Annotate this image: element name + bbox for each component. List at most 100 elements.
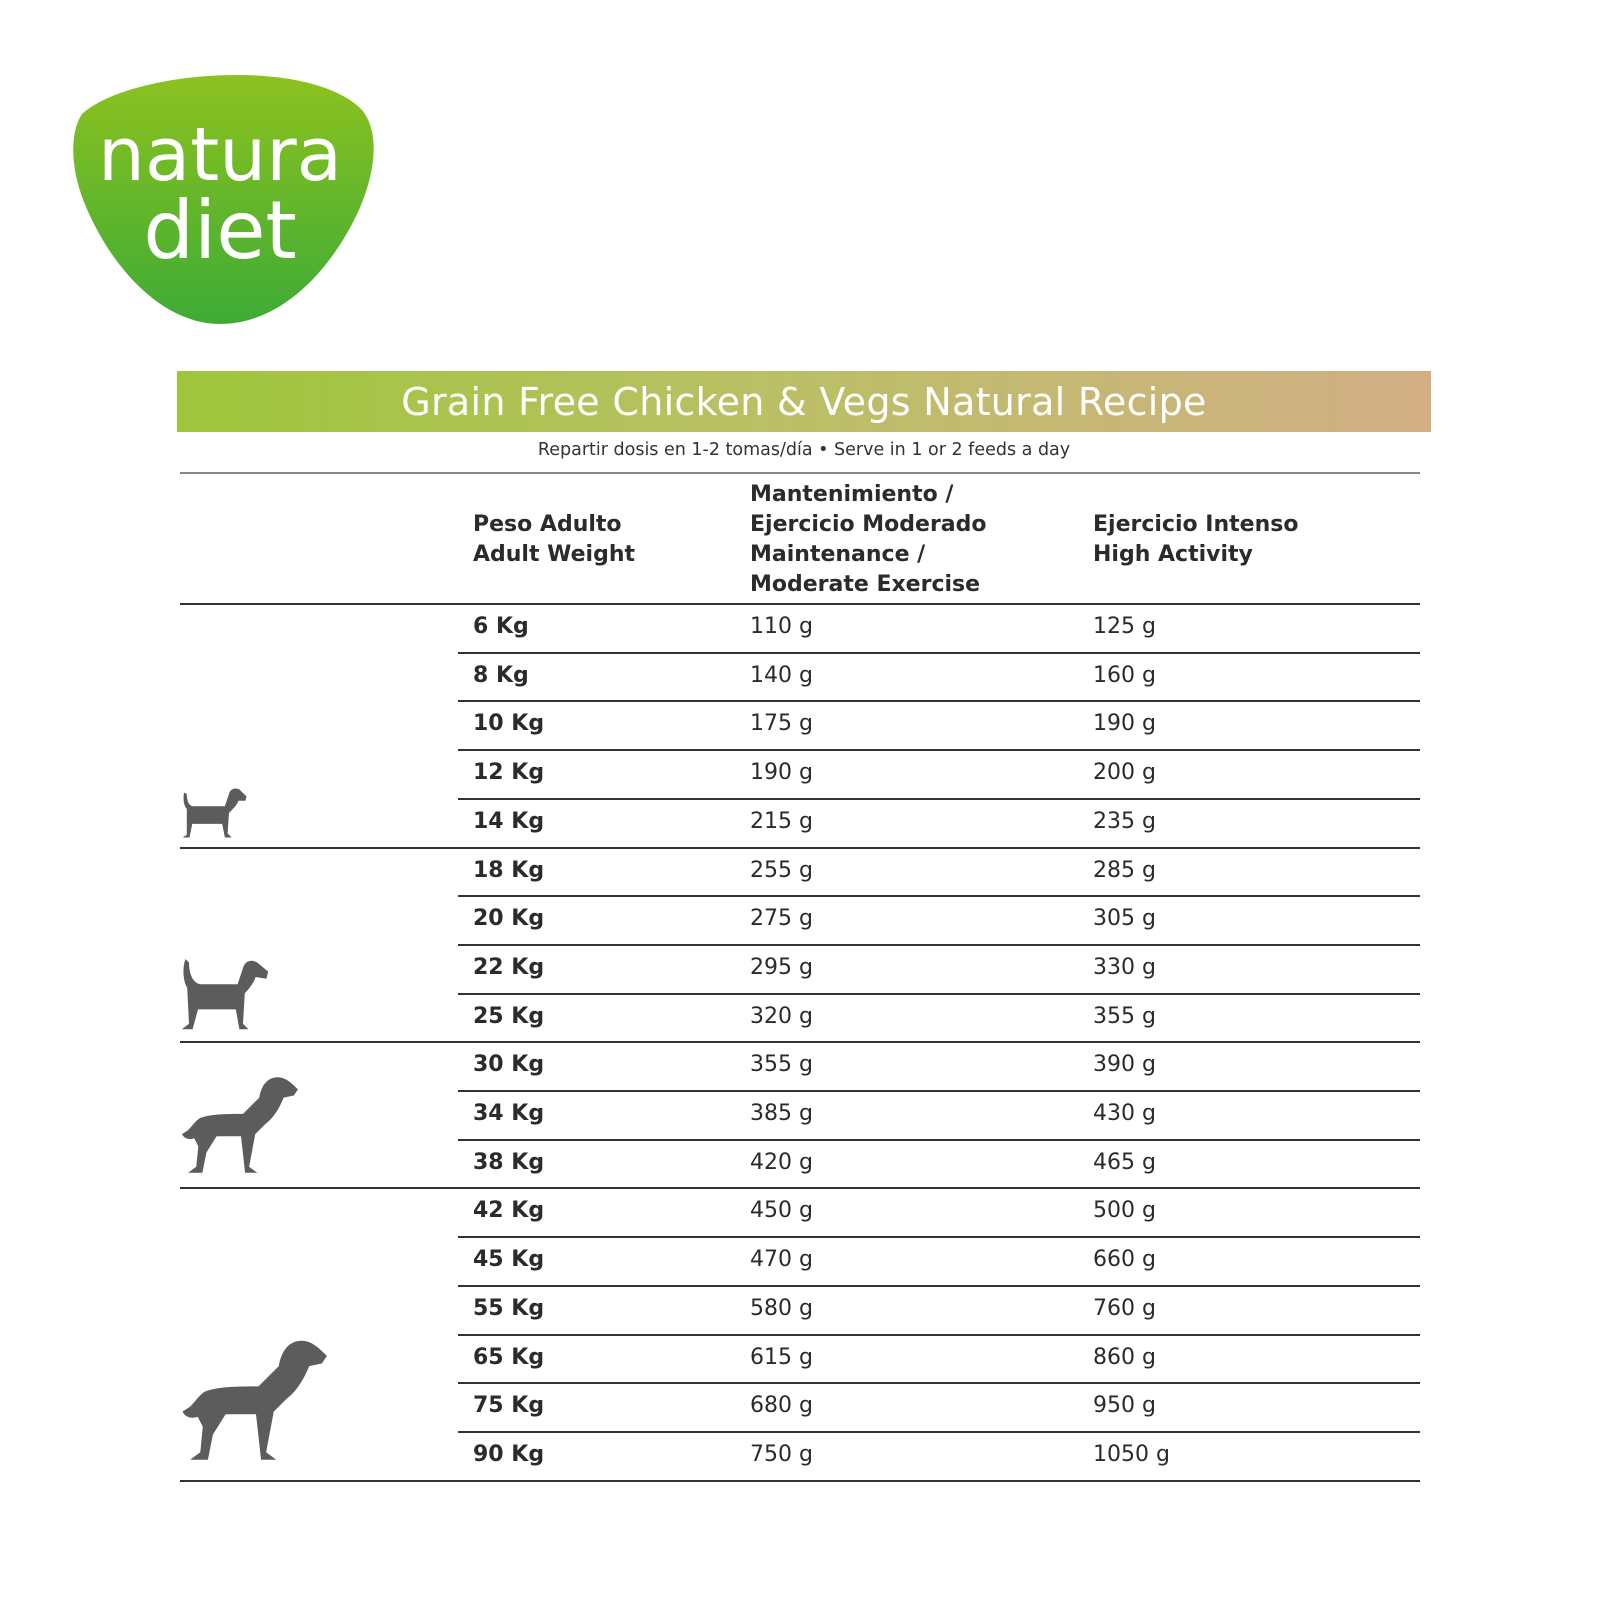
row-weight: 75 Kg: [473, 1393, 545, 1419]
row-high-activity: 465 g: [1093, 1149, 1156, 1175]
row-high-activity: 1050 g: [1093, 1441, 1170, 1467]
row-high-activity: 330 g: [1093, 954, 1156, 980]
serving-note: Repartir dosis en 1-2 tomas/día • Serve …: [537, 440, 1071, 460]
giant-dog-icon: [182, 1340, 327, 1460]
row-high-activity: 235 g: [1093, 808, 1156, 834]
small-dog-icon: [182, 788, 247, 838]
row-weight: 25 Kg: [473, 1003, 545, 1029]
table-row: 38 Kg 420 g 465 g: [458, 1140, 1420, 1188]
row-weight: 65 Kg: [473, 1344, 545, 1370]
table-row: 30 Kg 355 g 390 g: [458, 1042, 1420, 1090]
row-maintenance: 110 g: [750, 614, 813, 639]
row-separator: [458, 895, 1420, 898]
header-high-activity: Ejercicio Intenso High Activity: [1093, 512, 1299, 567]
table-row: 90 Kg 750 g 1050 g: [458, 1432, 1420, 1480]
row-high-activity: 430 g: [1093, 1101, 1156, 1126]
row-weight: 45 Kg: [473, 1247, 545, 1273]
row-weight: 42 Kg: [473, 1198, 545, 1224]
row-separator: [458, 1090, 1420, 1092]
row-weight: 18 Kg: [473, 857, 545, 883]
row-weight: 12 Kg: [473, 760, 545, 786]
row-high-activity: 125 g: [1093, 614, 1156, 639]
row-separator: [458, 943, 1420, 946]
row-maintenance: 750 g: [750, 1441, 813, 1467]
header-weight: Peso Adulto Adult Weight: [473, 512, 636, 567]
row-maintenance: 255 g: [750, 857, 813, 883]
row-weight: 14 Kg: [473, 808, 545, 834]
row-separator: [458, 700, 1420, 703]
table-row: 25 Kg 320 g 355 g: [458, 994, 1420, 1042]
row-weight: 10 Kg: [473, 711, 545, 737]
row-maintenance: 175 g: [750, 711, 813, 737]
table-row: 22 Kg 295 g 330 g: [458, 945, 1420, 993]
row-weight: 20 Kg: [473, 906, 545, 932]
row-separator: [458, 1236, 1420, 1239]
row-maintenance: 140 g: [750, 662, 813, 688]
row-separator: [458, 749, 1420, 752]
group-separator: [180, 846, 1420, 849]
row-high-activity: 160 g: [1093, 662, 1156, 688]
row-separator: [458, 651, 1420, 654]
row-separator: [458, 797, 1420, 800]
row-maintenance: 450 g: [750, 1198, 813, 1224]
row-maintenance: 275 g: [750, 906, 813, 932]
table-row: 45 Kg 470 g 660 g: [458, 1237, 1420, 1285]
group-separator: [180, 1187, 1420, 1190]
row-high-activity: 860 g: [1093, 1344, 1156, 1370]
row-maintenance: 420 g: [750, 1149, 813, 1175]
row-weight: 55 Kg: [473, 1295, 545, 1321]
row-high-activity: 660 g: [1093, 1247, 1156, 1273]
brand-line2: diet: [143, 184, 297, 277]
row-weight: 38 Kg: [473, 1149, 545, 1175]
row-weight: 6 Kg: [473, 614, 529, 639]
recipe-banner: Grain Free Chicken & Vegs Natural Recipe: [177, 371, 1431, 432]
brand-logo: natura diet: [70, 62, 376, 334]
row-weight: 90 Kg: [473, 1441, 545, 1467]
table-row: 8 Kg 140 g 160 g: [458, 653, 1420, 701]
table-row: 18 Kg 255 g 285 g: [458, 848, 1420, 896]
row-maintenance: 680 g: [750, 1393, 813, 1419]
row-high-activity: 285 g: [1093, 857, 1156, 883]
row-maintenance: 215 g: [750, 808, 813, 834]
row-separator: [458, 1430, 1420, 1433]
row-maintenance: 190 g: [750, 760, 813, 786]
row-separator: [458, 1333, 1420, 1336]
table-row: 75 Kg 680 g 950 g: [458, 1383, 1420, 1431]
table-row: 55 Kg 580 g 760 g: [458, 1286, 1420, 1334]
table-row: 42 Kg 450 g 500 g: [458, 1188, 1420, 1236]
table-row: 65 Kg 615 g 860 g: [458, 1335, 1420, 1383]
row-weight: 8 Kg: [473, 662, 529, 688]
group-separator: [180, 1041, 1420, 1044]
row-high-activity: 190 g: [1093, 711, 1156, 737]
group-separator: [180, 1479, 1420, 1482]
table-row: 20 Kg 275 g 305 g: [458, 896, 1420, 944]
row-separator: [458, 1382, 1420, 1385]
header-bottom-rule: [180, 603, 1420, 605]
table-row: 6 Kg 110 g 125 g: [458, 604, 1420, 652]
recipe-title: Grain Free Chicken & Vegs Natural Recipe: [401, 379, 1207, 424]
row-high-activity: 305 g: [1093, 906, 1156, 932]
row-maintenance: 470 g: [750, 1247, 813, 1273]
row-high-activity: 760 g: [1093, 1295, 1156, 1321]
table-row: 12 Kg 190 g 200 g: [458, 750, 1420, 798]
row-separator: [458, 992, 1420, 995]
row-maintenance: 580 g: [750, 1295, 813, 1321]
row-separator: [458, 1138, 1420, 1141]
row-maintenance: 320 g: [750, 1003, 813, 1029]
table-row: 10 Kg 175 g 190 g: [458, 701, 1420, 749]
large-dog-icon: [182, 1077, 298, 1173]
row-high-activity: 950 g: [1093, 1393, 1156, 1419]
row-separator: [458, 1284, 1420, 1287]
row-high-activity: 355 g: [1093, 1003, 1156, 1029]
row-high-activity: 200 g: [1093, 760, 1156, 786]
medium-dog-icon: [181, 959, 269, 1030]
row-high-activity: 500 g: [1093, 1198, 1156, 1224]
row-weight: 22 Kg: [473, 954, 545, 980]
header-top-rule: [180, 472, 1420, 474]
table-row: 34 Kg 385 g 430 g: [458, 1091, 1420, 1139]
row-weight: 30 Kg: [473, 1052, 545, 1078]
row-high-activity: 390 g: [1093, 1052, 1156, 1078]
brand-line1: natura: [98, 112, 342, 198]
row-maintenance: 355 g: [750, 1052, 813, 1078]
row-maintenance: 615 g: [750, 1344, 813, 1370]
